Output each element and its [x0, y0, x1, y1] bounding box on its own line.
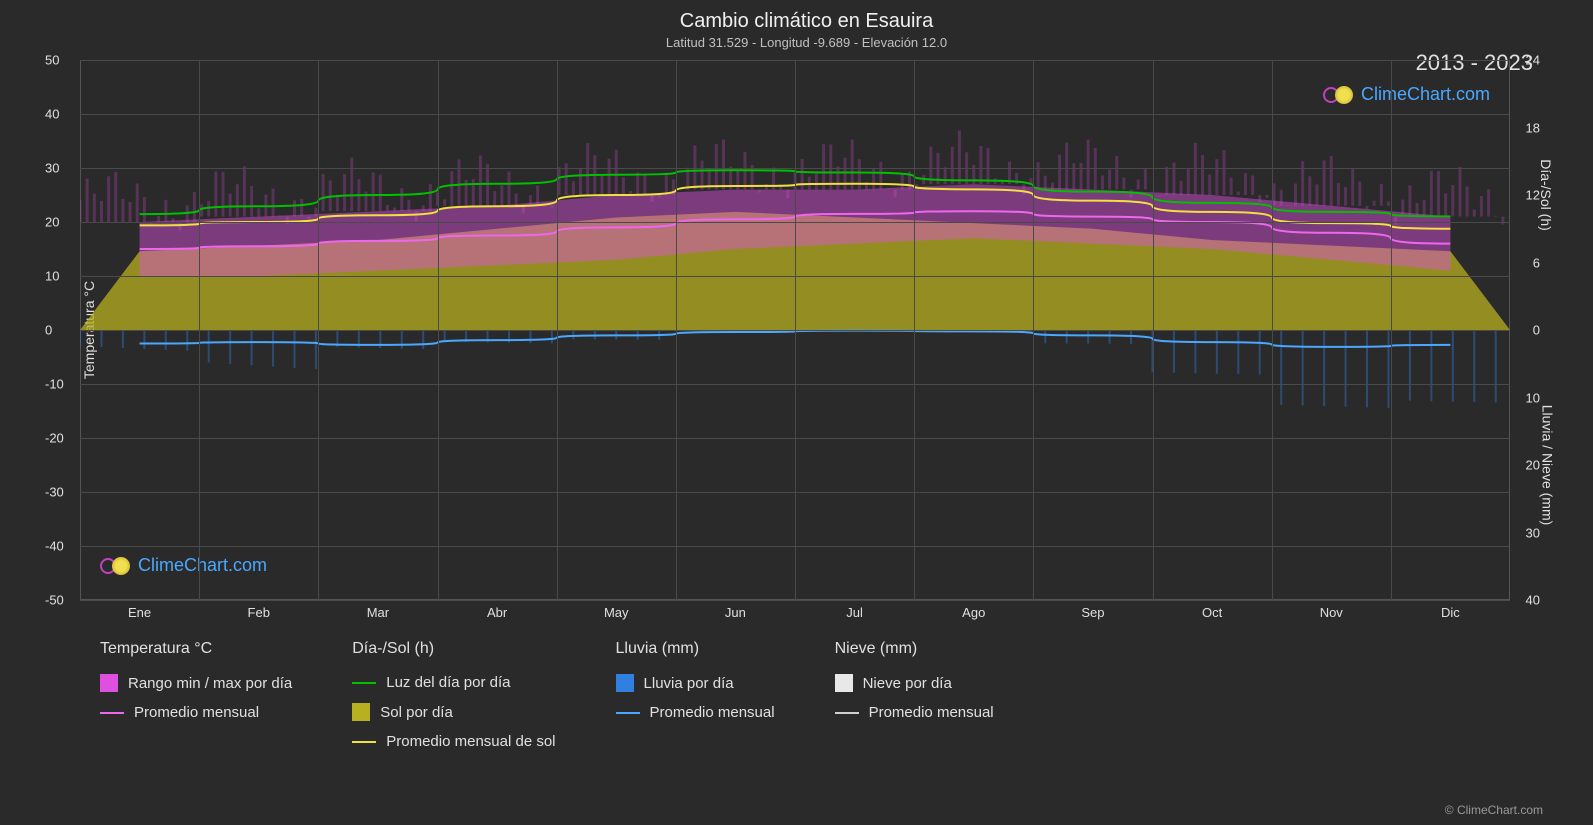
- legend-header: Nieve (mm): [835, 640, 994, 658]
- y-right-tick: 40: [1526, 593, 1540, 608]
- y-right-tick: 18: [1526, 120, 1540, 135]
- legend-item: Sol por día: [352, 703, 555, 721]
- legend-swatch: [352, 682, 376, 684]
- legend-swatch: [616, 712, 640, 714]
- legend-label: Promedio mensual: [869, 704, 994, 721]
- legend-item: Promedio mensual: [835, 704, 994, 721]
- legend-item: Lluvia por día: [616, 674, 775, 692]
- y-right-tick: 10: [1526, 390, 1540, 405]
- y-left-tick: 10: [45, 269, 59, 284]
- climechart-logo-icon: [100, 556, 132, 576]
- chart-subtitle: Latitud 31.529 - Longitud -9.689 - Eleva…: [60, 35, 1553, 50]
- x-tick: Oct: [1202, 605, 1222, 620]
- x-tick: Dic: [1441, 605, 1460, 620]
- y-left-tick: 50: [45, 53, 59, 68]
- copyright: © ClimeChart.com: [1445, 803, 1543, 817]
- legend-swatch: [352, 703, 370, 721]
- climechart-logo-icon: [1323, 85, 1355, 105]
- y-left-tick: -30: [45, 485, 64, 500]
- plot-area: Temperatura °C Día-/Sol (h) Lluvia / Nie…: [80, 60, 1510, 600]
- legend-item: Promedio mensual: [100, 704, 292, 721]
- x-tick: Abr: [487, 605, 507, 620]
- legend-item: Nieve por día: [835, 674, 994, 692]
- legend-swatch: [835, 712, 859, 714]
- legend-label: Promedio mensual: [650, 704, 775, 721]
- y-right-tick: 20: [1526, 458, 1540, 473]
- legend-swatch: [100, 712, 124, 714]
- legend-swatch: [616, 674, 634, 692]
- x-tick: Ago: [962, 605, 985, 620]
- legend-item: Promedio mensual: [616, 704, 775, 721]
- legend-column: Temperatura °C Rango min / max por día Pro…: [100, 640, 292, 750]
- legend-label: Promedio mensual: [134, 704, 259, 721]
- legend-column: Lluvia (mm) Lluvia por día Promedio mensua…: [616, 640, 775, 750]
- y-right-tick: 6: [1533, 255, 1540, 270]
- y-left-tick: -50: [45, 593, 64, 608]
- x-tick: May: [604, 605, 629, 620]
- y-left-tick: 20: [45, 215, 59, 230]
- legend-label: Promedio mensual de sol: [386, 733, 555, 750]
- legend-column: Día-/Sol (h) Luz del día por día Sol por d…: [352, 640, 555, 750]
- y-right-axis-label-top: Día-/Sol (h): [1538, 159, 1554, 231]
- x-tick: Jul: [846, 605, 863, 620]
- y-left-tick: -10: [45, 377, 64, 392]
- legend-item: Rango min / max por día: [100, 674, 292, 692]
- legend-swatch: [835, 674, 853, 692]
- legend-label: Lluvia por día: [644, 675, 734, 692]
- legend-swatch: [100, 674, 118, 692]
- legend-header: Temperatura °C: [100, 640, 292, 658]
- y-right-tick: 30: [1526, 525, 1540, 540]
- watermark-top: ClimeChart.com: [1323, 84, 1490, 105]
- y-left-tick: -20: [45, 431, 64, 446]
- legend-label: Sol por día: [380, 704, 453, 721]
- legend-item: Promedio mensual de sol: [352, 733, 555, 750]
- x-tick: Jun: [725, 605, 746, 620]
- x-tick: Nov: [1320, 605, 1343, 620]
- legend-header: Día-/Sol (h): [352, 640, 555, 658]
- legend: Temperatura °C Rango min / max por día Pro…: [100, 640, 1553, 750]
- chart-title: Cambio climático en Esauira: [60, 10, 1553, 33]
- y-right-tick: 12: [1526, 188, 1540, 203]
- y-right-axis-label-bottom: Lluvia / Nieve (mm): [1540, 405, 1556, 526]
- legend-column: Nieve (mm) Nieve por día Promedio mensual: [835, 640, 994, 750]
- legend-label: Rango min / max por día: [128, 675, 292, 692]
- y-left-tick: 30: [45, 161, 59, 176]
- legend-header: Lluvia (mm): [616, 640, 775, 658]
- climate-chart: Cambio climático en Esauira Latitud 31.5…: [0, 0, 1593, 825]
- y-right-tick: 0: [1533, 323, 1540, 338]
- x-tick: Ene: [128, 605, 151, 620]
- legend-swatch: [352, 741, 376, 743]
- y-left-tick: 0: [45, 323, 52, 338]
- legend-label: Luz del día por día: [386, 674, 510, 691]
- y-right-tick: 24: [1526, 53, 1540, 68]
- legend-item: Luz del día por día: [352, 674, 555, 691]
- y-left-tick: 40: [45, 107, 59, 122]
- legend-label: Nieve por día: [863, 675, 952, 692]
- x-tick: Feb: [248, 605, 270, 620]
- x-tick: Mar: [367, 605, 389, 620]
- x-tick: Sep: [1081, 605, 1104, 620]
- watermark-bottom: ClimeChart.com: [100, 555, 267, 576]
- y-left-tick: -40: [45, 539, 64, 554]
